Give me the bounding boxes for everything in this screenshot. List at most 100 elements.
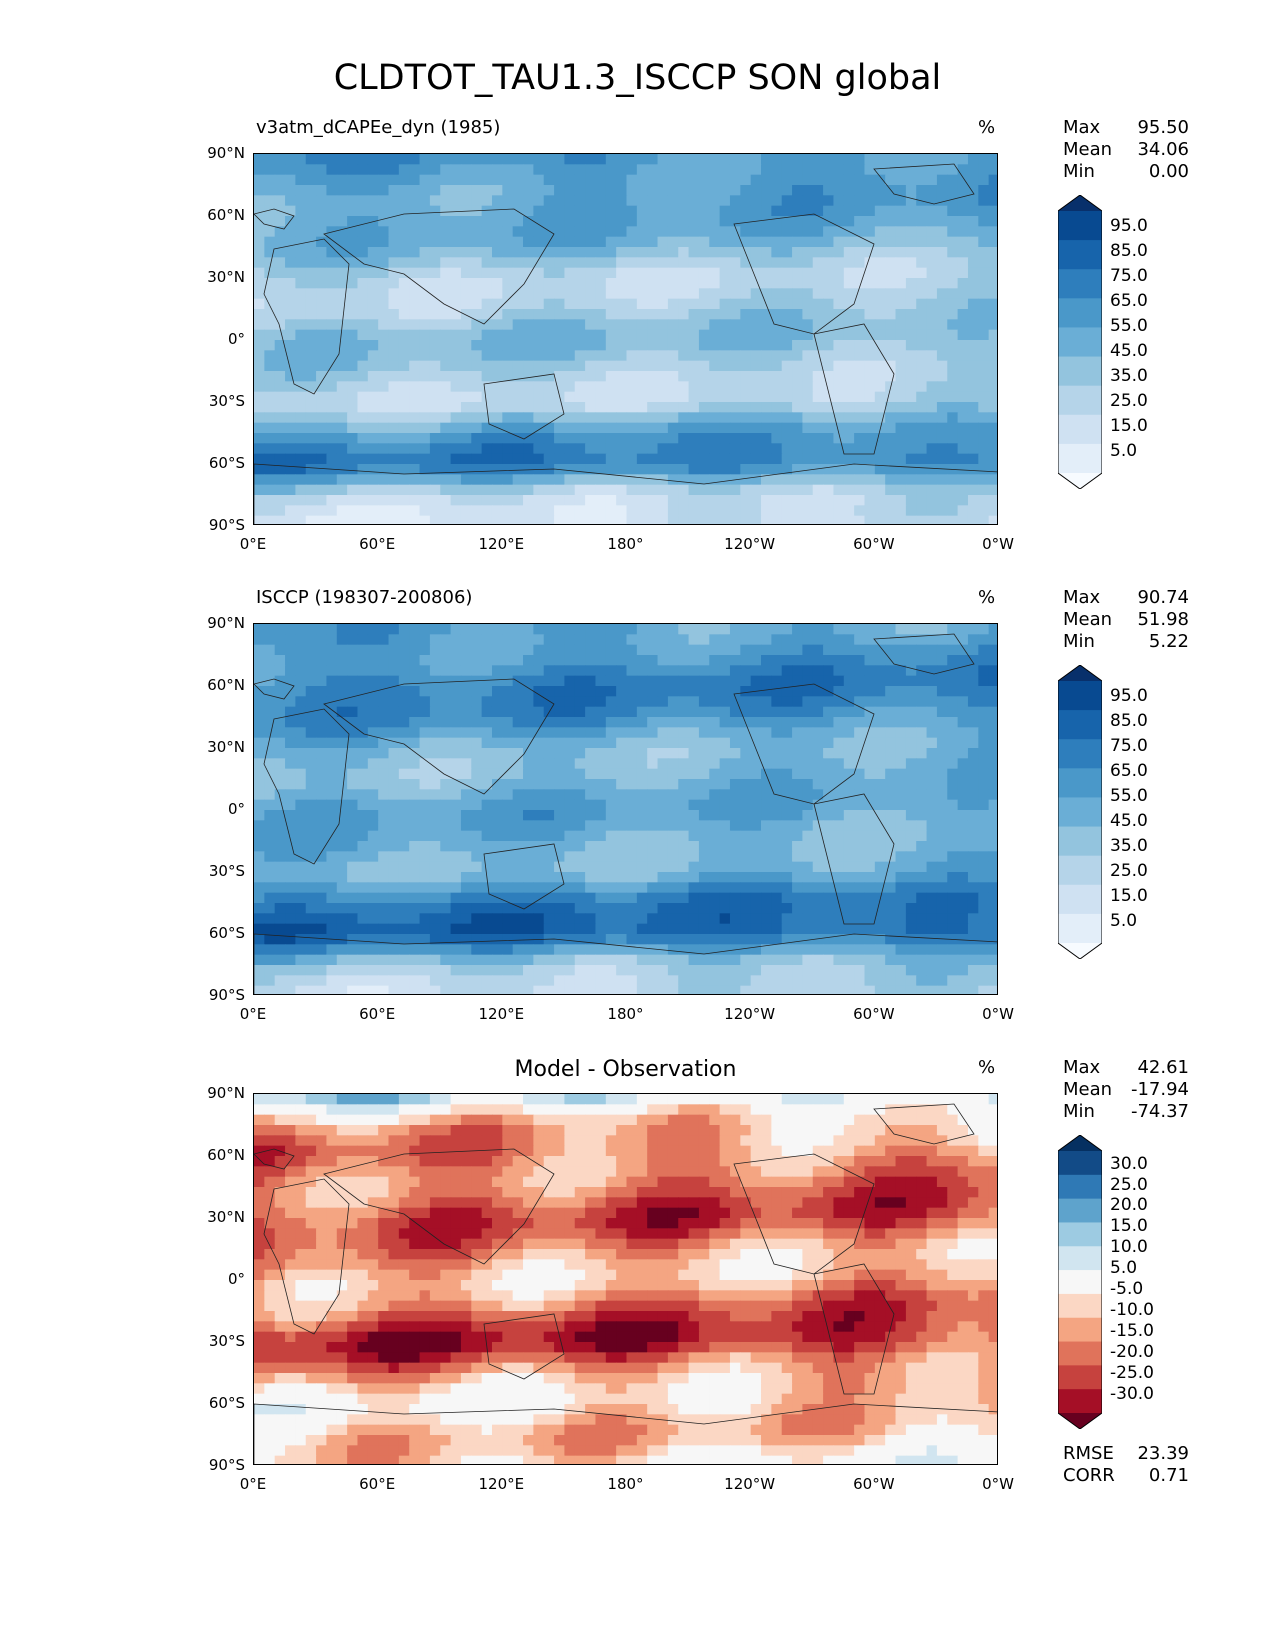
field-cell [523,686,534,697]
field-cell [264,779,276,790]
field-cell [812,257,824,269]
field-cell [419,484,431,496]
field-cell [750,810,762,821]
field-cell [750,443,762,455]
field-cell [367,205,379,217]
field-cell [688,851,700,863]
field-cell [988,360,997,372]
field-cell [885,495,897,506]
field-cell [523,789,534,801]
field-cell [285,872,296,883]
field-cell [967,381,979,393]
field-cell [357,174,369,186]
field-cell [378,686,390,697]
field-cell [316,226,328,238]
field-cell [709,768,721,780]
field-cell [326,944,338,956]
field-cell [936,257,948,269]
field-cell [626,830,638,842]
field-cell [305,402,317,413]
field-cell [254,748,265,759]
field-cell [895,892,907,904]
field-cell [978,758,990,770]
field-cell [367,319,379,331]
field-cell [874,298,886,310]
field-cell [802,799,814,811]
field-cell [988,278,997,289]
field-cell [616,515,628,524]
field-cell [523,892,534,904]
field-cell [988,624,997,635]
field-cell [936,882,948,894]
field-cell [750,799,762,811]
field-cell [254,892,265,904]
field-cell [916,216,928,227]
field-cell [926,484,938,496]
field-cell [419,350,431,362]
field-cell [388,216,400,227]
field-cell [761,789,772,801]
field-cell [595,923,607,935]
field-cell [885,288,897,300]
field-cell [564,820,576,832]
field-cell [936,226,948,238]
field-cell [833,748,845,759]
field-cell [978,298,990,310]
field-cell [274,360,286,372]
field-cell [678,748,690,759]
field-cell [926,309,938,320]
field-cell [936,340,948,351]
field-cell [771,495,783,506]
field-cell [957,298,969,310]
field-cell [978,174,990,186]
field-cell [750,903,762,914]
field-cell [274,820,286,832]
field-cell [647,484,659,496]
field-cell [533,768,545,780]
coastline [483,373,565,440]
field-cell [667,319,679,331]
field-cell [657,350,669,362]
field-cell [698,737,710,749]
field-cell [595,779,607,790]
field-cell [305,903,317,914]
field-cell [978,934,990,945]
field-cell [761,484,772,496]
field-cell [843,810,855,821]
field-cell [523,278,534,289]
field-cell [729,686,741,697]
field-cell [429,391,441,403]
field-cell [616,278,628,289]
field-cell [988,851,997,863]
field-cell [585,696,597,708]
field-cell [709,474,721,486]
field-cell [543,257,555,269]
field-cell [657,319,669,331]
field-cell [636,319,648,331]
field-cell [885,944,897,956]
field-cell [916,371,928,382]
field-cell [460,495,472,506]
field-cell [833,391,845,403]
field-cell [409,644,421,656]
field-cell [367,624,379,635]
field-cell [450,433,462,444]
field-cell [698,216,710,227]
field-cell [254,686,265,697]
field-cell [936,154,948,165]
field-cell [574,278,586,289]
field-cell [854,624,866,635]
field-cell [678,195,690,207]
field-cell [771,484,783,496]
field-cell [367,422,379,434]
field-cell [491,174,503,186]
field-cell [678,954,690,966]
field-cell [491,655,503,666]
field-cell [854,495,866,506]
field-cell [419,737,431,749]
field-cell [336,495,348,506]
field-cell [688,644,700,656]
field-cell [833,841,845,852]
field-cell [761,360,772,372]
field-cell [636,381,648,393]
